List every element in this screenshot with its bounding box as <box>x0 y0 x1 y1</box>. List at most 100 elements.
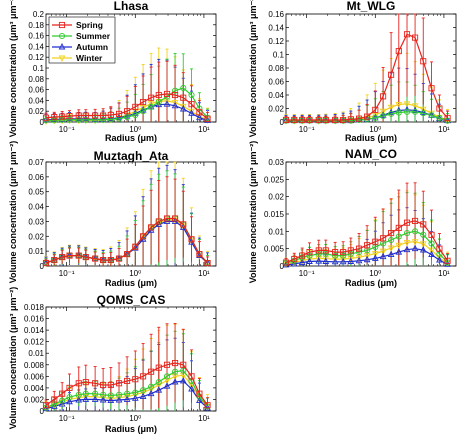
data-point <box>99 396 107 403</box>
data-point <box>155 379 162 386</box>
data-point <box>179 376 187 384</box>
data-point <box>58 43 66 50</box>
data-point <box>436 256 443 263</box>
y-tick-label: 0.2 <box>33 10 45 19</box>
data-point <box>428 247 435 255</box>
data-point <box>412 228 419 235</box>
data-point <box>403 101 411 108</box>
data-point <box>91 395 99 402</box>
y-axis-label: Volume concentration (μm³ μm⁻²) <box>8 0 18 137</box>
data-point <box>132 103 139 110</box>
y-tick-label: 0.008 <box>24 361 45 370</box>
data-point <box>188 385 195 392</box>
data-point <box>100 381 107 389</box>
y-tick-label: 0.06 <box>28 86 44 95</box>
data-point <box>66 113 73 120</box>
data-point <box>332 116 339 124</box>
panel-mt-wlg: Mt_WLG Volume concentration (μm³ μm⁻²) R… <box>248 0 457 143</box>
data-point <box>403 108 411 115</box>
data-point <box>75 380 82 387</box>
x-tick-label: 10⁻¹ <box>59 414 75 423</box>
data-point <box>356 249 363 256</box>
data-point <box>99 115 107 122</box>
data-point <box>306 252 313 259</box>
data-point <box>395 248 403 255</box>
y-tick-label: 0.01 <box>268 227 284 236</box>
data-point <box>436 255 443 262</box>
data-point <box>403 245 411 253</box>
data-point <box>419 106 427 114</box>
data-point <box>171 378 179 385</box>
data-point <box>180 94 187 101</box>
data-point <box>172 87 179 94</box>
data-point <box>82 254 89 261</box>
data-point <box>124 108 131 115</box>
data-point <box>306 116 313 124</box>
data-point <box>179 105 187 112</box>
data-point <box>315 250 322 257</box>
data-point <box>380 93 387 100</box>
data-point <box>315 257 323 264</box>
data-point <box>107 111 114 119</box>
y-axis-label: Volume concentration (μm³ μm⁻²) <box>8 141 18 284</box>
data-point <box>75 112 82 119</box>
data-point <box>100 112 107 119</box>
data-point <box>42 259 50 267</box>
data-point <box>282 259 290 266</box>
data-point <box>188 236 195 243</box>
data-point <box>58 55 66 62</box>
data-point <box>419 241 427 248</box>
x-axis-label: Radius (μm) <box>105 278 157 288</box>
data-point <box>436 114 443 121</box>
data-point <box>188 382 195 389</box>
series-line <box>45 380 209 410</box>
y-tick-label: 0.02 <box>28 107 44 116</box>
x-tick-label: 10¹ <box>438 269 450 278</box>
data-point <box>116 391 123 398</box>
data-point <box>180 84 187 92</box>
data-point <box>58 21 66 29</box>
data-point <box>331 257 339 265</box>
data-point <box>75 395 83 402</box>
x-axis-label: Radius (μm) <box>105 424 157 434</box>
data-point <box>92 116 99 123</box>
data-point <box>387 250 395 258</box>
data-point <box>196 396 203 404</box>
y-tick-label: 0.1 <box>33 64 45 73</box>
series-line <box>285 241 448 265</box>
data-point <box>364 113 371 120</box>
y-tick-label: 0 <box>280 262 285 271</box>
data-point <box>148 368 155 375</box>
data-point <box>92 255 99 262</box>
data-point <box>179 103 187 111</box>
x-tick-label: 10⁻¹ <box>59 269 75 278</box>
data-point <box>395 224 402 231</box>
data-point <box>66 116 73 123</box>
data-point <box>364 242 371 249</box>
data-point <box>132 111 139 119</box>
data-point <box>363 253 371 260</box>
data-point <box>132 243 139 250</box>
data-point <box>412 108 419 115</box>
y-tick-label: 0 <box>40 118 45 127</box>
data-point <box>163 373 171 380</box>
data-point <box>51 117 58 124</box>
data-point <box>196 251 203 258</box>
data-point <box>388 236 395 244</box>
data-point <box>322 250 329 257</box>
data-point <box>411 103 419 110</box>
y-tick-label: 0.14 <box>268 24 284 33</box>
data-point <box>403 239 411 247</box>
data-point <box>132 376 139 383</box>
data-point <box>428 250 435 258</box>
x-tick-label: 10⁰ <box>369 269 381 278</box>
data-point <box>124 390 131 397</box>
data-point <box>355 254 363 262</box>
y-tick-label: 0.08 <box>268 64 284 73</box>
data-point <box>155 382 163 389</box>
data-point <box>42 402 50 409</box>
y-tick-label: 0.03 <box>268 158 284 167</box>
y-tick-label: 0.14 <box>28 42 44 51</box>
data-point <box>148 224 155 231</box>
data-point <box>123 394 131 401</box>
